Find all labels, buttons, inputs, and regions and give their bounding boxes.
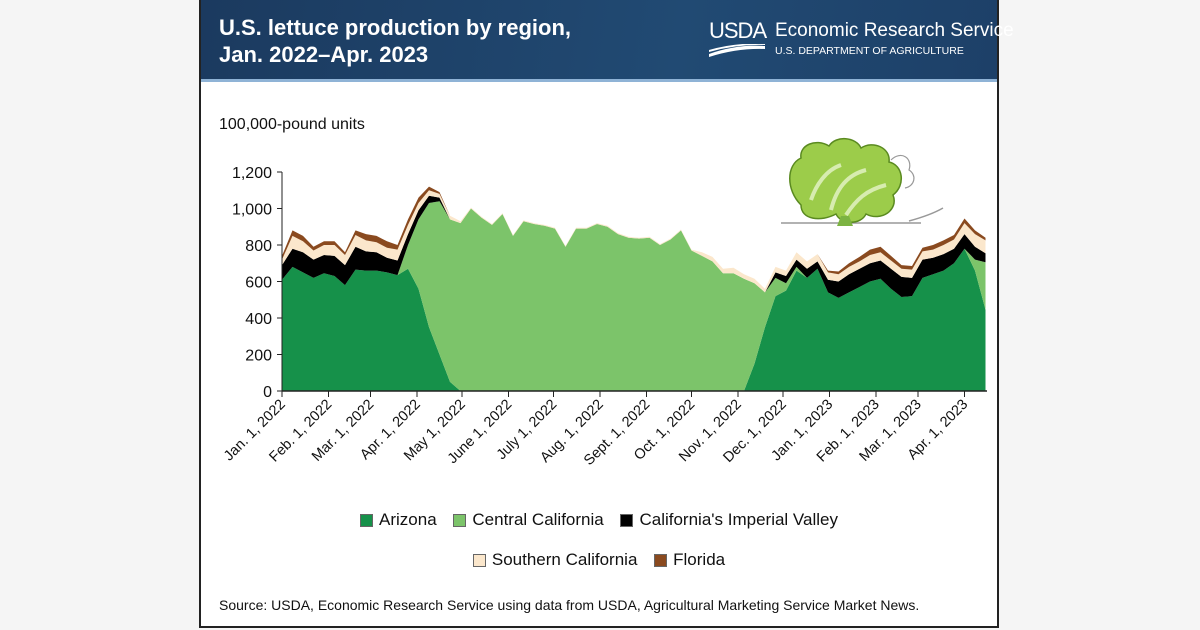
area-central-california xyxy=(282,201,986,391)
legend-swatch xyxy=(472,553,486,567)
y-tick-label: 200 xyxy=(245,348,272,365)
legend-item-central-california: Central California xyxy=(453,510,604,530)
usda-wordmark: USDA xyxy=(709,18,767,43)
area-california-s-imperial-valley xyxy=(282,195,986,298)
y-tick-label: 1,000 xyxy=(232,202,272,219)
chart-title: U.S. lettuce production by region, Jan. … xyxy=(219,14,571,68)
area-layers xyxy=(282,186,986,391)
lettuce-icon xyxy=(781,138,944,226)
agency-name: Economic Research Service xyxy=(775,20,1014,41)
legend-item-southern-california: Southern California xyxy=(472,550,638,570)
legend-swatch xyxy=(654,553,668,567)
y-tick-label: 800 xyxy=(245,238,272,255)
legend-label: California's Imperial Valley xyxy=(639,510,838,529)
legend-label: Central California xyxy=(472,510,604,529)
area-arizona xyxy=(282,248,986,391)
area-southern-california xyxy=(282,190,986,293)
legend-row-1: Arizona Central California California's … xyxy=(201,510,997,532)
legend-row-2: Southern California Florida xyxy=(201,550,997,572)
title-line-1: U.S. lettuce production by region, xyxy=(219,15,572,40)
chart-card: U.S. lettuce production by region, Jan. … xyxy=(199,0,1014,628)
legend-item-imperial-valley: California's Imperial Valley xyxy=(620,510,838,530)
legend-swatch xyxy=(620,513,634,527)
y-axis-unit-label: 100,000-pound units xyxy=(219,116,365,133)
legend-swatch xyxy=(453,513,467,527)
y-tick-label: 600 xyxy=(245,275,272,292)
title-line-2: Jan. 2022–Apr. 2023 xyxy=(219,42,429,67)
legend-item-florida: Florida xyxy=(654,550,725,570)
legend-label: Arizona xyxy=(379,510,437,529)
legend-item-arizona: Arizona xyxy=(360,510,437,530)
usda-swoosh-icon xyxy=(709,44,765,57)
department-name: U.S. DEPARTMENT OF AGRICULTURE xyxy=(775,45,964,57)
y-tick-label: 0 xyxy=(263,384,272,401)
legend-swatch xyxy=(360,513,374,527)
y-tick-label: 400 xyxy=(245,311,272,328)
header-banner: U.S. lettuce production by region, Jan. … xyxy=(201,0,1014,82)
y-tick-label: 1,200 xyxy=(232,165,272,182)
legend-label: Florida xyxy=(673,550,726,569)
source-note: Source: USDA, Economic Research Service … xyxy=(219,597,920,613)
legend-label: Southern California xyxy=(491,550,638,569)
